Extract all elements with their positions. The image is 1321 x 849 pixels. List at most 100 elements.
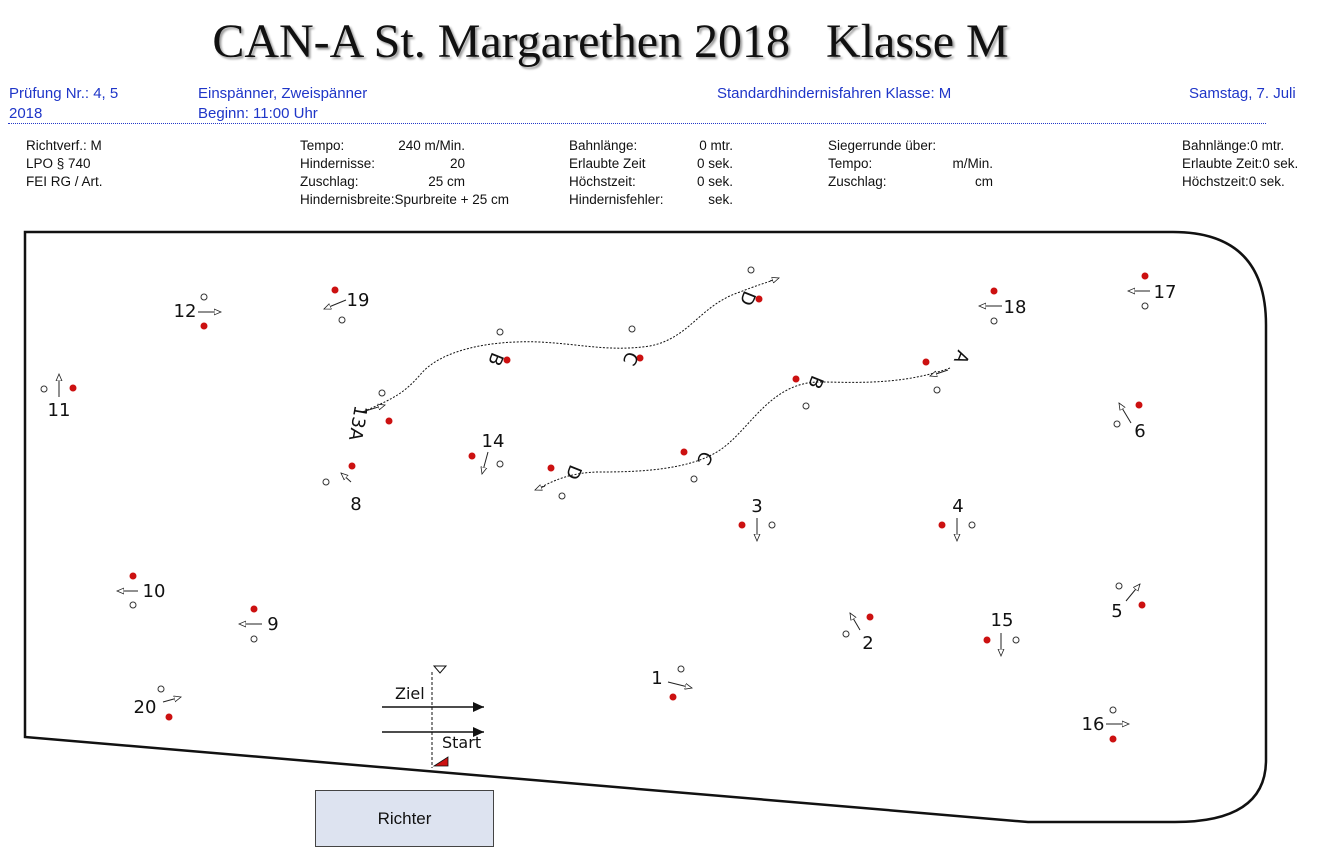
start-label: Start bbox=[442, 733, 481, 752]
info-text: Bahnlänge:0 mtr. bbox=[1182, 138, 1285, 153]
info-col-siegerrunde: Siegerrunde über: Tempo: m/Min. Zuschlag:… bbox=[828, 137, 993, 191]
info-text: Erlaubte Zeit:0 sek. bbox=[1182, 156, 1299, 171]
cone-marker bbox=[802, 402, 810, 410]
cone-marker bbox=[338, 316, 346, 324]
fahrer-class: Einspänner, Zweispänner bbox=[198, 85, 368, 102]
cone-marker bbox=[385, 417, 393, 425]
direction-arrow bbox=[324, 299, 347, 309]
bewerb-name: Standardhindernisfahren Klasse: M bbox=[717, 85, 952, 102]
cone-marker bbox=[200, 293, 208, 301]
direction-arrow bbox=[850, 613, 861, 631]
obstacle-number: B bbox=[483, 349, 507, 368]
cone-marker bbox=[157, 685, 165, 693]
direction-arrow bbox=[162, 697, 181, 703]
info-value: Spurbreite + 25 cm bbox=[394, 192, 509, 207]
cone-marker bbox=[1109, 706, 1117, 714]
info-col-tempo: Tempo: 240 m/Min. Hindernisse: 20 Zuschlag… bbox=[300, 137, 509, 209]
finish-label: Ziel bbox=[395, 684, 425, 703]
info-col-richtverfahren: Richtverf.: M LPO § 740 FEI RG / Art. bbox=[26, 137, 103, 191]
pruefung-label: Prüfung Nr.: 4, 5 bbox=[9, 85, 119, 102]
obstacle-number: 11 bbox=[48, 400, 71, 421]
obstacle-number: A bbox=[949, 347, 973, 367]
event-date: Samstag, 7. Juli bbox=[1189, 85, 1296, 102]
obstacle-number: 2 bbox=[862, 633, 873, 654]
cone-marker bbox=[250, 635, 258, 643]
cone-marker bbox=[250, 605, 258, 613]
cone-marker bbox=[792, 375, 800, 383]
cone-marker bbox=[1113, 420, 1121, 428]
cone-marker bbox=[768, 521, 776, 529]
cone-marker bbox=[496, 460, 504, 468]
obstacle-number: 8 bbox=[350, 494, 361, 515]
cone-marker bbox=[677, 665, 685, 673]
cone-marker bbox=[129, 572, 137, 580]
obstacle-number: 13A bbox=[344, 404, 371, 443]
direction-arrow bbox=[667, 681, 692, 688]
cone-marker bbox=[468, 452, 476, 460]
obstacle-number: D bbox=[561, 462, 586, 483]
obstacle-number: C bbox=[618, 348, 642, 368]
cone-marker bbox=[1141, 272, 1149, 280]
cone-marker bbox=[322, 478, 330, 486]
cone-marker bbox=[669, 693, 677, 701]
cone-marker bbox=[628, 325, 636, 333]
info-value: 0 sek. bbox=[696, 174, 733, 189]
obstacle-number: D bbox=[735, 288, 760, 309]
obstacle-number: 9 bbox=[267, 614, 278, 635]
obstacle-number: 5 bbox=[1111, 601, 1122, 622]
cone-marker bbox=[983, 636, 991, 644]
cone-marker bbox=[938, 521, 946, 529]
info-label: Siegerrunde über: bbox=[828, 138, 937, 153]
cone-marker bbox=[866, 613, 874, 621]
info-label: Zuschlag: bbox=[300, 174, 359, 189]
direction-arrow bbox=[1125, 584, 1140, 602]
info-value: 0 sek. bbox=[696, 156, 733, 171]
direction-arrow bbox=[482, 451, 489, 474]
cone-marker bbox=[1141, 302, 1149, 310]
info-label: Bahnlänge: bbox=[569, 138, 638, 153]
cone-marker bbox=[922, 358, 930, 366]
info-value: 0 mtr. bbox=[699, 138, 733, 153]
cone-marker bbox=[200, 322, 208, 330]
header-divider bbox=[8, 123, 1266, 124]
obstacle-number: C bbox=[692, 448, 716, 468]
direction-arrow bbox=[361, 405, 385, 413]
info-label: Höchstzeit: bbox=[569, 174, 636, 189]
info-text: LPO § 740 bbox=[26, 156, 91, 171]
cone-marker bbox=[747, 266, 755, 274]
upper-multiple-route bbox=[366, 278, 778, 411]
cone-marker bbox=[547, 464, 555, 472]
cone-marker bbox=[933, 386, 941, 394]
cone-marker bbox=[990, 287, 998, 295]
info-value: 25 cm bbox=[428, 174, 465, 189]
cone-marker bbox=[558, 492, 566, 500]
info-value: cm bbox=[975, 174, 993, 189]
obstacle-number: 15 bbox=[991, 610, 1014, 631]
cone-marker bbox=[842, 630, 850, 638]
cone-marker bbox=[990, 317, 998, 325]
cone-marker bbox=[331, 286, 339, 294]
info-label: Tempo: bbox=[828, 156, 873, 171]
direction-arrow bbox=[1119, 403, 1132, 424]
cone-marker bbox=[968, 521, 976, 529]
judge-box: Richter bbox=[315, 790, 494, 847]
page-title: CAN-A St. Margarethen 2018 Klasse M bbox=[212, 15, 1009, 68]
start-flag-icon bbox=[432, 756, 449, 767]
info-col-siegerrunde-zeit: Bahnlänge:0 mtr. Erlaubte Zeit:0 sek. Hö… bbox=[1182, 137, 1298, 191]
cone-marker bbox=[690, 475, 698, 483]
cone-marker bbox=[755, 295, 763, 303]
beginn-time: Beginn: 11:00 Uhr bbox=[198, 105, 318, 122]
cone-marker bbox=[1138, 601, 1146, 609]
info-label: Tempo: bbox=[300, 138, 345, 153]
obstacle-number: 12 bbox=[174, 301, 197, 322]
info-text: FEI RG / Art. bbox=[26, 174, 103, 189]
cone-marker bbox=[1109, 735, 1117, 743]
info-label: Erlaubte Zeit bbox=[569, 156, 646, 171]
info-label: Zuschlag: bbox=[828, 174, 887, 189]
info-label: Hindernisfehler: bbox=[569, 192, 664, 207]
obstacle-number: 4 bbox=[952, 496, 963, 517]
obstacle-number: 20 bbox=[134, 697, 157, 718]
obstacle-number: 14 bbox=[482, 431, 505, 452]
